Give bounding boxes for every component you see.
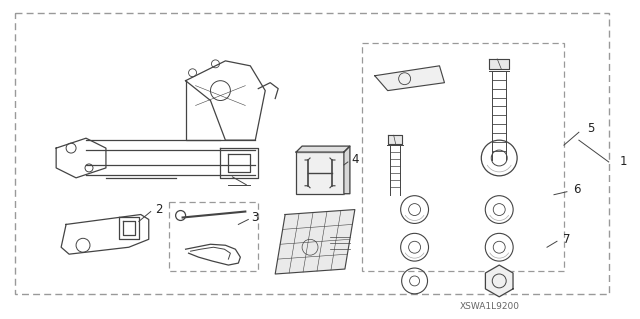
Polygon shape [485, 265, 513, 297]
Bar [362, 43, 564, 271]
Polygon shape [489, 59, 509, 69]
Text: 3: 3 [252, 211, 259, 224]
Text: 2: 2 [155, 203, 163, 216]
Polygon shape [344, 146, 350, 194]
Text: 1: 1 [620, 155, 627, 168]
Polygon shape [275, 210, 355, 274]
Text: 4: 4 [351, 153, 358, 167]
Polygon shape [296, 146, 350, 152]
Text: 7: 7 [563, 233, 571, 246]
Text: 6: 6 [573, 183, 580, 196]
Text: XSWA1L9200: XSWA1L9200 [460, 302, 519, 311]
Polygon shape [375, 66, 444, 91]
Text: 5: 5 [587, 122, 595, 135]
Bar [296, 152, 344, 194]
Bar [15, 13, 609, 294]
Bar [169, 202, 259, 271]
Polygon shape [388, 135, 402, 144]
